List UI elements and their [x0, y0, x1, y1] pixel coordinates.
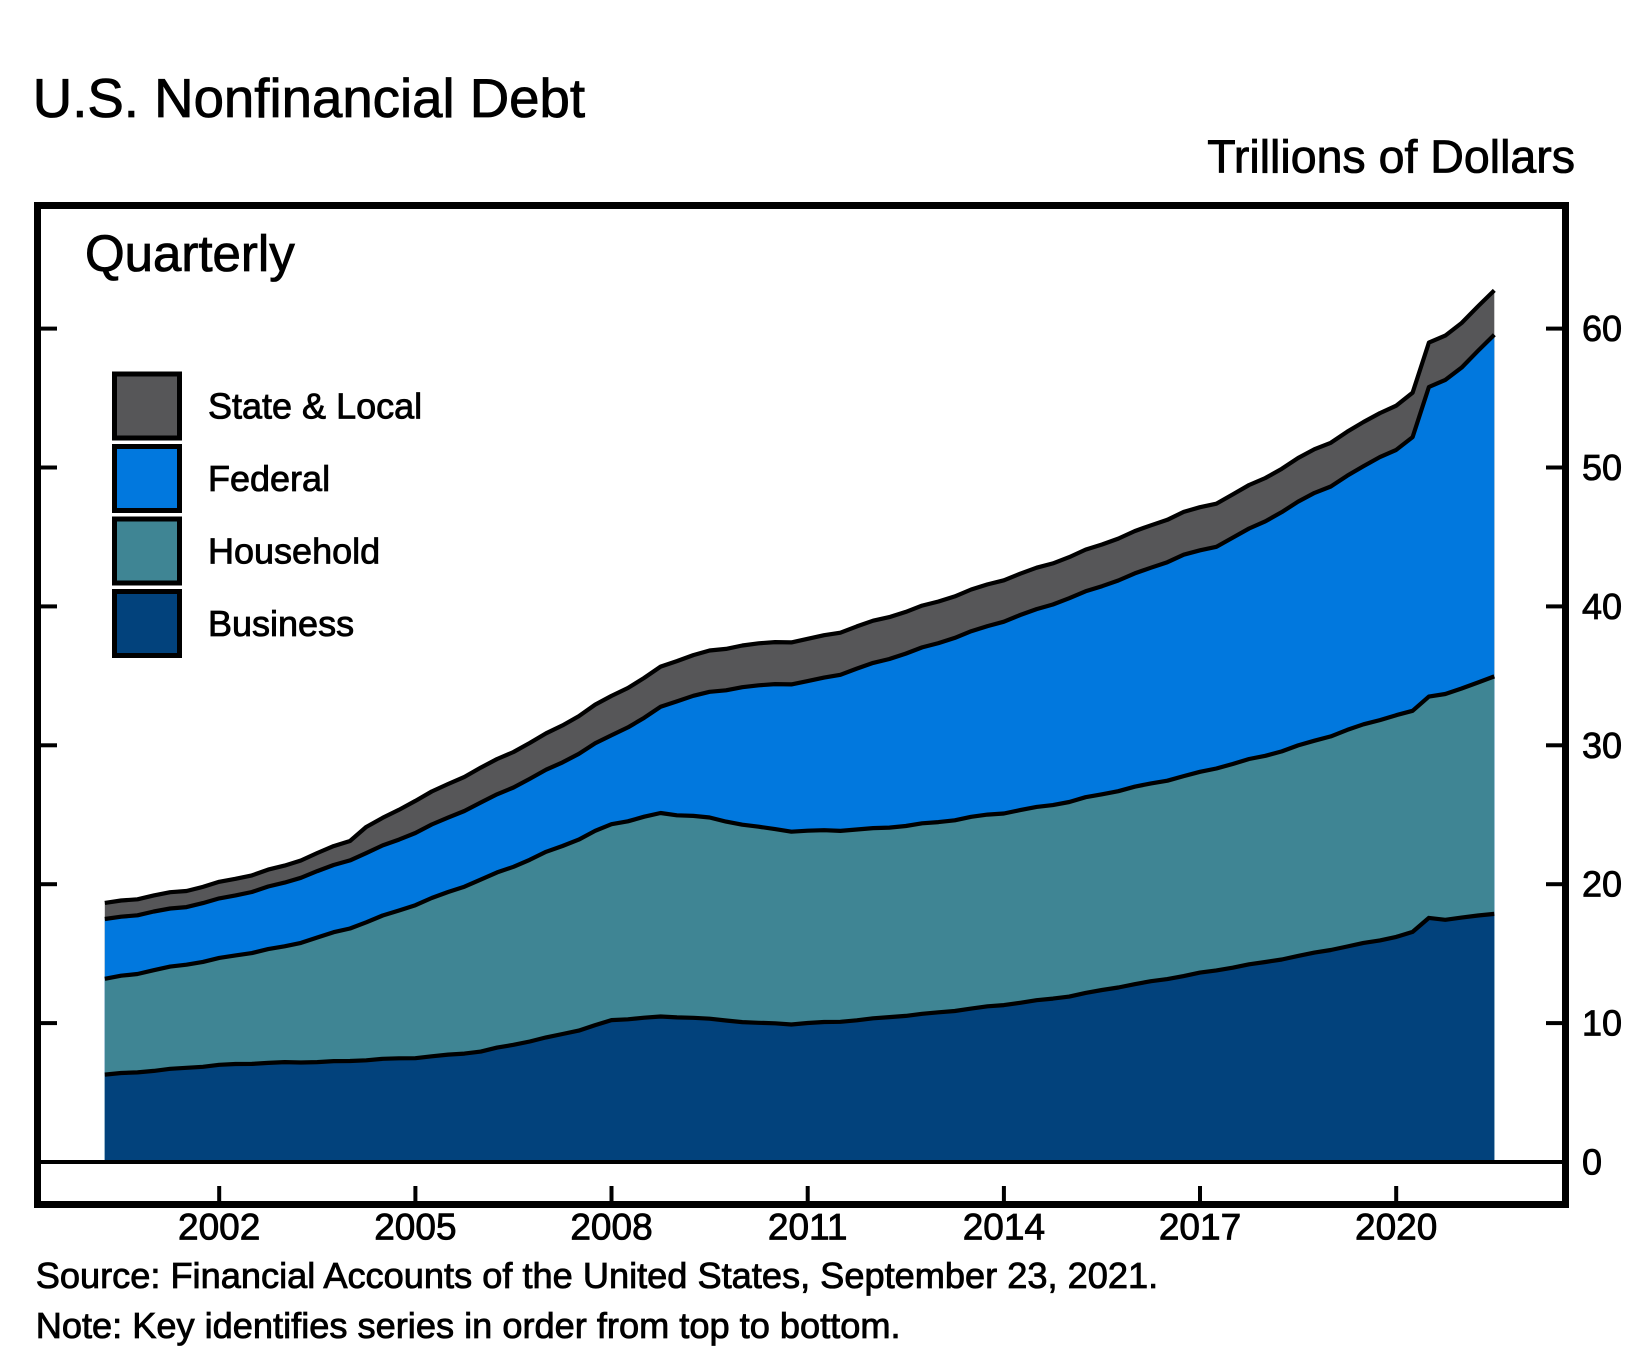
svg-text:Quarterly: Quarterly	[85, 225, 295, 282]
svg-text:2014: 2014	[963, 1207, 1045, 1248]
svg-text:50: 50	[1582, 447, 1622, 488]
svg-text:60: 60	[1582, 308, 1622, 349]
svg-text:Household: Household	[208, 531, 380, 572]
svg-text:Federal: Federal	[208, 458, 330, 499]
svg-text:2017: 2017	[1159, 1207, 1241, 1248]
svg-text:Trillions of Dollars: Trillions of Dollars	[1207, 131, 1575, 183]
svg-text:2011: 2011	[768, 1207, 848, 1248]
svg-text:Business: Business	[208, 603, 354, 644]
svg-text:2002: 2002	[178, 1207, 260, 1248]
svg-text:State & Local: State & Local	[208, 386, 422, 427]
svg-text:2005: 2005	[374, 1207, 456, 1248]
svg-text:0: 0	[1582, 1142, 1602, 1183]
svg-text:20: 20	[1582, 864, 1622, 905]
svg-text:30: 30	[1582, 725, 1622, 766]
svg-text:2020: 2020	[1355, 1207, 1437, 1248]
svg-text:Note: Key identifies series in: Note: Key identifies series in order fro…	[36, 1305, 901, 1346]
svg-text:10: 10	[1582, 1003, 1622, 1044]
svg-text:40: 40	[1582, 586, 1622, 627]
svg-text:U.S. Nonfinancial Debt: U.S. Nonfinancial Debt	[33, 68, 585, 129]
svg-text:Source: Financial Accounts of: Source: Financial Accounts of the United…	[36, 1255, 1158, 1296]
svg-text:2008: 2008	[570, 1207, 652, 1248]
